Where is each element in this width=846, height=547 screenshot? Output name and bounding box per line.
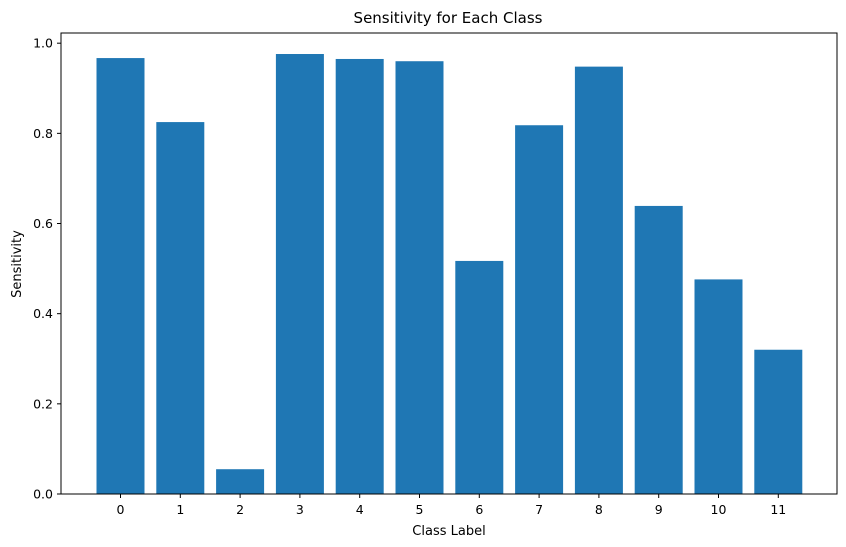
x-tick-label: 8 xyxy=(595,502,603,517)
x-axis-title: Class Label xyxy=(412,524,485,539)
bar-class-7 xyxy=(515,125,564,495)
x-tick-label: 2 xyxy=(236,502,244,517)
y-tick-label: 0.2 xyxy=(33,396,53,411)
y-tick-label: 1.0 xyxy=(33,36,53,51)
bar-class-0 xyxy=(96,58,145,494)
x-tick-label: 3 xyxy=(296,502,304,517)
chart-title: Sensitivity for Each Class xyxy=(354,9,543,27)
bar-class-11 xyxy=(754,349,803,494)
x-tick-label: 7 xyxy=(535,502,543,517)
y-tick-label: 0.0 xyxy=(33,487,53,502)
bars xyxy=(96,54,803,495)
axis-ticks: 0 1 2 3 4 5 6 7 8 9 10 11 0.0 0.2 0.4 0.6 0.8 1.0 xyxy=(33,36,786,517)
x-tick-label: 5 xyxy=(416,502,424,517)
x-tick-label: 4 xyxy=(356,502,364,517)
bar-class-3 xyxy=(275,54,324,494)
bar-class-9 xyxy=(634,205,683,494)
x-tick-label: 1 xyxy=(176,502,184,517)
bar-class-2 xyxy=(216,469,265,494)
y-axis-title: Sensitivity xyxy=(10,230,25,298)
x-tick-label: 9 xyxy=(655,502,663,517)
y-tick-label: 0.6 xyxy=(33,216,53,231)
bar-class-8 xyxy=(574,66,623,494)
x-tick-label: 10 xyxy=(711,502,727,517)
x-tick-label: 11 xyxy=(770,502,786,517)
x-tick-label: 6 xyxy=(475,502,483,517)
bar-class-5 xyxy=(395,61,444,494)
y-tick-label: 0.4 xyxy=(33,306,53,321)
bar-class-4 xyxy=(335,58,384,494)
bar-class-6 xyxy=(455,260,504,494)
plot-area-frame xyxy=(60,32,838,495)
bar-class-10 xyxy=(694,279,743,494)
y-tick-label: 0.8 xyxy=(33,126,53,141)
bar-class-1 xyxy=(156,122,205,494)
x-tick-label: 0 xyxy=(117,502,125,517)
